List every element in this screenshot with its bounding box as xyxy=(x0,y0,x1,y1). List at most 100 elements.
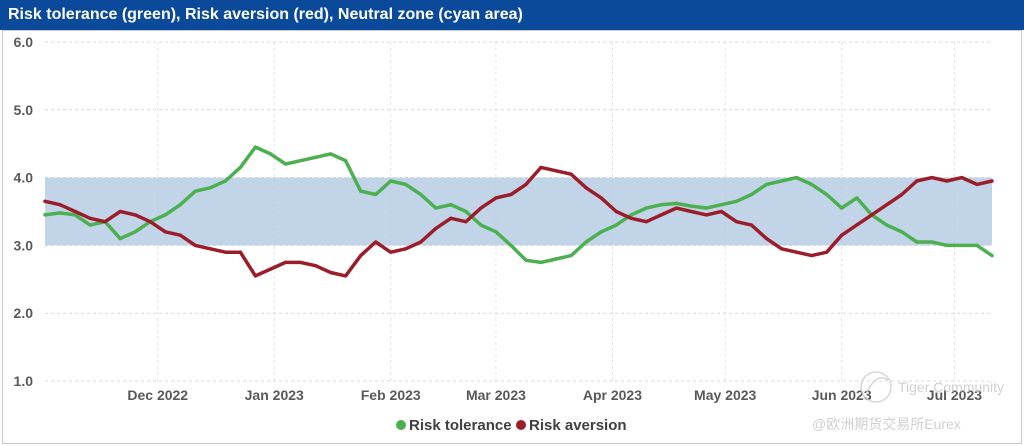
data-point-risk-aversion-56 xyxy=(885,203,889,207)
data-point-risk-tolerance-28 xyxy=(464,209,468,214)
data-point-risk-tolerance-1 xyxy=(58,211,62,215)
legend: Risk tolerance Risk aversion xyxy=(396,417,627,434)
data-point-risk-tolerance-31 xyxy=(509,243,513,247)
data-point-risk-tolerance-8 xyxy=(163,213,167,217)
data-point-risk-tolerance-12 xyxy=(223,179,227,183)
watermark-line2: @欧洲期货交易所Eurex xyxy=(812,416,961,432)
data-point-risk-tolerance-63 xyxy=(990,253,994,258)
series-lines xyxy=(43,145,994,278)
x-tick-label-4: Apr 2023 xyxy=(583,387,642,403)
data-point-risk-aversion-39 xyxy=(629,216,633,220)
data-point-risk-aversion-5 xyxy=(118,209,122,214)
legend-risk-tolerance-marker xyxy=(396,420,406,430)
data-point-risk-tolerance-3 xyxy=(88,223,92,227)
data-point-risk-aversion-41 xyxy=(659,213,663,217)
data-point-risk-aversion-44 xyxy=(704,213,708,217)
watermark: Tiger Community @欧洲期货交易所Eurex xyxy=(812,371,1004,432)
data-point-risk-aversion-3 xyxy=(88,216,92,220)
data-point-risk-tolerance-51 xyxy=(810,182,814,186)
data-point-risk-tolerance-48 xyxy=(764,182,769,186)
data-point-risk-tolerance-15 xyxy=(268,152,273,156)
data-point-risk-tolerance-24 xyxy=(404,182,408,186)
data-point-risk-aversion-31 xyxy=(509,192,513,197)
data-point-risk-tolerance-30 xyxy=(494,230,498,234)
data-point-risk-aversion-51 xyxy=(810,253,814,258)
data-point-risk-aversion-60 xyxy=(945,179,949,183)
data-point-risk-aversion-30 xyxy=(494,196,498,200)
data-point-risk-aversion-26 xyxy=(434,226,438,231)
x-tick-label-7: Jul 2023 xyxy=(927,387,982,403)
data-point-risk-tolerance-59 xyxy=(930,240,934,244)
data-point-risk-aversion-25 xyxy=(419,240,423,244)
data-point-risk-tolerance-22 xyxy=(374,192,378,197)
data-point-risk-aversion-20 xyxy=(344,274,348,278)
data-point-risk-aversion-17 xyxy=(298,260,303,264)
data-point-risk-aversion-63 xyxy=(990,179,994,183)
data-point-risk-aversion-14 xyxy=(253,274,258,278)
data-point-risk-tolerance-61 xyxy=(960,243,964,247)
data-point-risk-tolerance-13 xyxy=(238,165,243,170)
data-point-risk-tolerance-26 xyxy=(434,206,438,210)
data-point-risk-tolerance-45 xyxy=(719,203,724,207)
data-point-risk-aversion-12 xyxy=(223,250,227,254)
data-point-risk-aversion-37 xyxy=(599,196,603,200)
data-point-risk-tolerance-11 xyxy=(208,186,212,190)
data-point-risk-aversion-27 xyxy=(449,216,453,220)
data-point-risk-aversion-2 xyxy=(73,209,77,214)
y-tick-label-1: 2.0 xyxy=(14,305,34,321)
data-point-risk-tolerance-34 xyxy=(554,257,558,261)
data-point-risk-tolerance-20 xyxy=(344,159,348,163)
data-point-risk-aversion-11 xyxy=(208,247,212,251)
data-point-risk-aversion-48 xyxy=(764,237,769,241)
data-point-risk-aversion-33 xyxy=(539,165,543,170)
data-point-risk-aversion-13 xyxy=(238,250,243,254)
data-point-risk-aversion-54 xyxy=(855,223,859,227)
watermark-line1: Tiger Community xyxy=(898,379,1004,395)
data-point-risk-tolerance-43 xyxy=(689,204,693,208)
data-point-risk-aversion-0 xyxy=(43,199,47,203)
data-point-risk-tolerance-25 xyxy=(419,192,423,197)
data-point-risk-tolerance-58 xyxy=(915,240,919,244)
data-point-risk-tolerance-41 xyxy=(659,203,663,207)
data-point-risk-aversion-16 xyxy=(283,260,288,264)
data-point-risk-tolerance-32 xyxy=(524,258,528,262)
data-point-risk-aversion-61 xyxy=(960,176,964,180)
data-point-risk-aversion-49 xyxy=(779,247,784,251)
series-line-risk-aversion xyxy=(43,165,994,278)
data-point-risk-aversion-34 xyxy=(554,169,558,173)
data-point-risk-tolerance-60 xyxy=(945,243,949,247)
y-axis-ticks: 1.0 2.0 3.0 4.0 5.0 6.0 xyxy=(14,34,34,389)
data-point-risk-tolerance-29 xyxy=(479,223,483,227)
data-point-risk-aversion-21 xyxy=(359,253,363,258)
data-point-risk-aversion-38 xyxy=(614,209,618,214)
data-point-risk-tolerance-33 xyxy=(539,260,543,264)
data-point-risk-aversion-42 xyxy=(674,206,678,210)
data-point-risk-aversion-6 xyxy=(133,213,137,217)
data-point-risk-tolerance-38 xyxy=(614,223,618,227)
data-point-risk-aversion-9 xyxy=(178,233,182,237)
data-point-risk-aversion-18 xyxy=(313,264,318,268)
data-point-risk-tolerance-19 xyxy=(329,152,333,156)
data-point-risk-tolerance-0 xyxy=(43,213,47,217)
data-point-risk-aversion-40 xyxy=(644,220,648,224)
data-point-risk-tolerance-9 xyxy=(178,203,182,207)
x-tick-label-3: Mar 2023 xyxy=(466,387,526,403)
legend-risk-aversion-marker xyxy=(516,420,526,430)
data-point-risk-tolerance-52 xyxy=(825,192,829,197)
y-tick-label-4: 5.0 xyxy=(14,102,34,118)
legend-risk-tolerance-label: Risk tolerance xyxy=(409,417,512,434)
data-point-risk-tolerance-39 xyxy=(629,213,633,217)
x-tick-label-5: May 2023 xyxy=(694,387,756,403)
data-point-risk-tolerance-54 xyxy=(855,196,859,200)
data-point-risk-tolerance-57 xyxy=(900,230,904,234)
data-point-risk-tolerance-18 xyxy=(313,155,318,159)
data-point-risk-aversion-58 xyxy=(915,179,919,183)
data-point-risk-tolerance-44 xyxy=(704,206,708,210)
data-point-risk-aversion-62 xyxy=(975,182,979,186)
data-point-risk-aversion-19 xyxy=(329,270,333,275)
data-point-risk-tolerance-62 xyxy=(975,243,979,247)
data-point-risk-aversion-1 xyxy=(58,203,62,207)
data-point-risk-tolerance-35 xyxy=(569,253,573,258)
data-point-risk-aversion-28 xyxy=(464,220,468,224)
